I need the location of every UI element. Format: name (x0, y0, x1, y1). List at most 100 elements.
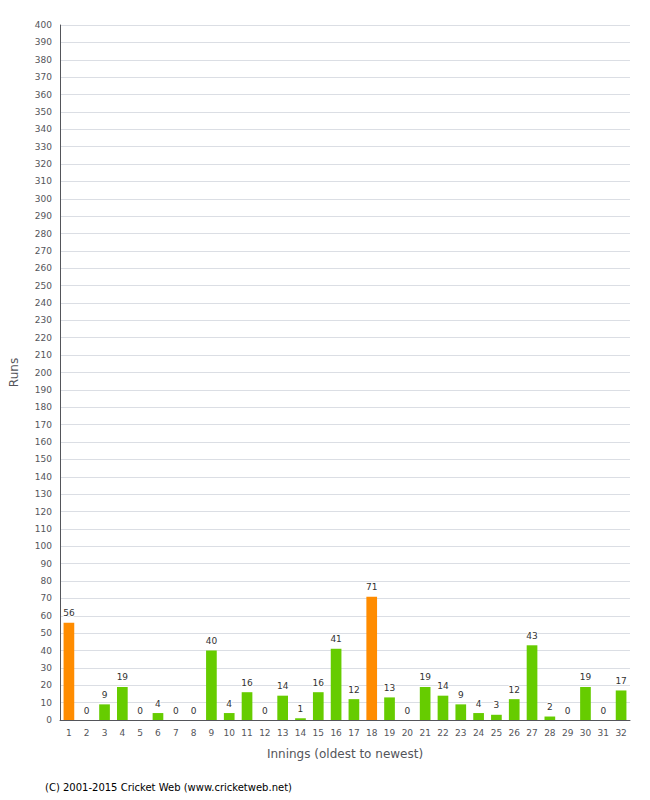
svg-text:10: 10 (41, 698, 53, 708)
svg-text:30: 30 (41, 663, 53, 673)
svg-text:250: 250 (35, 281, 52, 291)
svg-text:70: 70 (41, 593, 53, 603)
svg-text:41: 41 (330, 634, 341, 644)
svg-text:180: 180 (35, 402, 52, 412)
svg-text:29: 29 (562, 728, 574, 738)
svg-text:240: 240 (35, 298, 52, 308)
svg-text:0: 0 (191, 706, 197, 716)
svg-text:160: 160 (35, 437, 52, 447)
svg-text:24: 24 (473, 728, 485, 738)
svg-text:210: 210 (35, 350, 52, 360)
svg-text:19: 19 (419, 672, 431, 682)
svg-text:40: 40 (41, 646, 53, 656)
svg-text:19: 19 (117, 672, 129, 682)
svg-text:370: 370 (35, 72, 52, 82)
svg-text:0: 0 (173, 706, 179, 716)
svg-text:17: 17 (348, 728, 359, 738)
svg-text:110: 110 (35, 524, 52, 534)
svg-text:13: 13 (384, 683, 395, 693)
svg-text:28: 28 (544, 728, 556, 738)
svg-text:230: 230 (35, 315, 52, 325)
svg-text:2: 2 (84, 728, 90, 738)
svg-text:3: 3 (494, 700, 500, 710)
svg-text:190: 190 (35, 385, 52, 395)
svg-text:9: 9 (102, 690, 108, 700)
svg-text:120: 120 (35, 507, 52, 517)
svg-text:12: 12 (348, 685, 359, 695)
svg-text:4: 4 (226, 699, 232, 709)
svg-text:390: 390 (35, 37, 52, 47)
svg-text:0: 0 (565, 706, 571, 716)
svg-text:50: 50 (41, 628, 53, 638)
svg-text:32: 32 (615, 728, 626, 738)
svg-text:10: 10 (223, 728, 235, 738)
svg-text:20: 20 (402, 728, 414, 738)
svg-text:0: 0 (84, 706, 90, 716)
svg-text:19: 19 (384, 728, 396, 738)
svg-text:100: 100 (35, 541, 52, 551)
svg-text:310: 310 (35, 176, 52, 186)
svg-text:13: 13 (277, 728, 288, 738)
svg-text:26: 26 (508, 728, 520, 738)
svg-text:260: 260 (35, 263, 52, 273)
svg-text:18: 18 (366, 728, 378, 738)
svg-text:330: 330 (35, 142, 52, 152)
svg-text:350: 350 (35, 107, 52, 117)
svg-text:43: 43 (526, 631, 537, 641)
svg-text:60: 60 (41, 611, 53, 621)
svg-text:15: 15 (313, 728, 324, 738)
svg-text:320: 320 (35, 159, 52, 169)
svg-text:290: 290 (35, 211, 52, 221)
svg-text:25: 25 (491, 728, 502, 738)
svg-text:8: 8 (191, 728, 197, 738)
svg-text:1: 1 (298, 704, 304, 714)
svg-text:22: 22 (437, 728, 448, 738)
svg-text:21: 21 (419, 728, 430, 738)
svg-text:4: 4 (476, 699, 482, 709)
svg-text:270: 270 (35, 246, 52, 256)
svg-text:20: 20 (41, 680, 53, 690)
svg-text:150: 150 (35, 454, 52, 464)
svg-text:30: 30 (580, 728, 592, 738)
svg-text:220: 220 (35, 333, 52, 343)
svg-text:340: 340 (35, 124, 52, 134)
svg-text:19: 19 (580, 672, 592, 682)
svg-text:12: 12 (508, 685, 519, 695)
svg-text:80: 80 (41, 576, 53, 586)
svg-text:200: 200 (35, 368, 52, 378)
svg-text:16: 16 (313, 678, 325, 688)
svg-text:11: 11 (241, 728, 252, 738)
svg-text:380: 380 (35, 55, 52, 65)
svg-text:400: 400 (35, 20, 52, 30)
svg-text:0: 0 (262, 706, 268, 716)
svg-text:71: 71 (366, 582, 377, 592)
svg-text:9: 9 (458, 690, 464, 700)
svg-text:16: 16 (330, 728, 342, 738)
svg-text:300: 300 (35, 194, 52, 204)
svg-text:90: 90 (41, 559, 53, 569)
svg-text:23: 23 (455, 728, 466, 738)
svg-text:9: 9 (209, 728, 215, 738)
svg-text:1: 1 (66, 728, 72, 738)
svg-text:0: 0 (600, 706, 606, 716)
svg-text:280: 280 (35, 229, 52, 239)
svg-text:14: 14 (277, 681, 289, 691)
svg-text:Runs: Runs (7, 358, 21, 387)
svg-text:7: 7 (173, 728, 179, 738)
svg-text:0: 0 (137, 706, 143, 716)
svg-text:27: 27 (526, 728, 537, 738)
svg-text:12: 12 (259, 728, 270, 738)
svg-text:140: 140 (35, 472, 52, 482)
svg-text:0: 0 (46, 715, 52, 725)
svg-text:40: 40 (206, 636, 218, 646)
svg-text:56: 56 (63, 608, 75, 618)
svg-text:4: 4 (119, 728, 125, 738)
svg-text:4: 4 (155, 699, 161, 709)
svg-text:3: 3 (102, 728, 108, 738)
svg-text:31: 31 (598, 728, 609, 738)
svg-text:170: 170 (35, 420, 52, 430)
svg-text:130: 130 (35, 489, 52, 499)
svg-text:5: 5 (137, 728, 143, 738)
svg-text:Innings (oldest to newest): Innings (oldest to newest) (267, 747, 423, 761)
svg-text:6: 6 (155, 728, 161, 738)
